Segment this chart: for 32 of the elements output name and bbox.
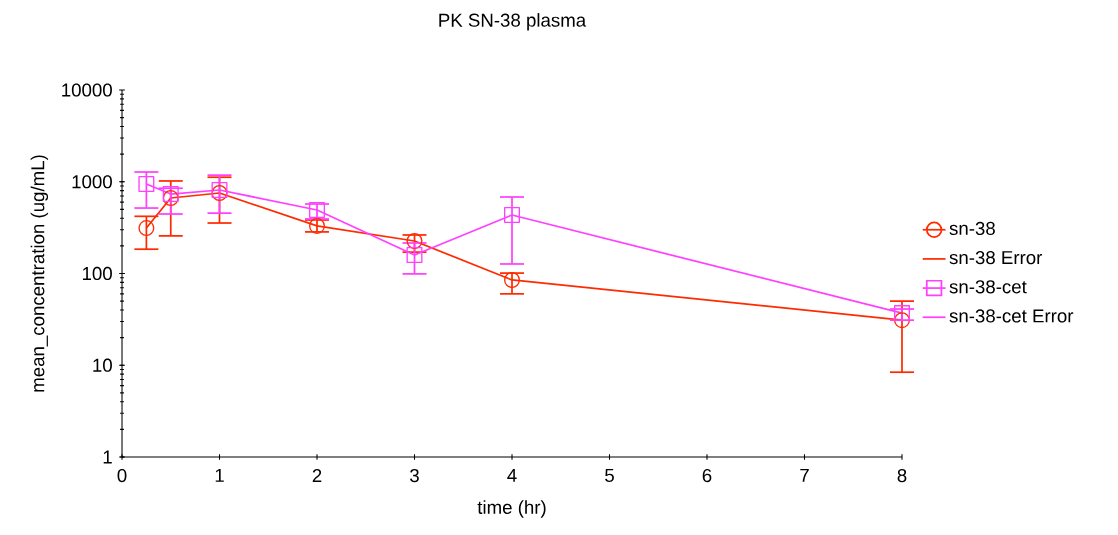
x-tick-label: 4 — [507, 468, 517, 482]
x-tick-label: 8 — [897, 468, 907, 483]
y-tick-label: 100 — [82, 266, 112, 281]
point — [504, 271, 521, 288]
x-tick-label: 1 — [215, 468, 224, 482]
x-tick-label: 3 — [410, 468, 419, 483]
point — [406, 233, 423, 250]
legend-label: sn-38 — [949, 221, 995, 236]
x-tick-label: 6 — [702, 468, 712, 483]
point — [894, 305, 910, 322]
legend-label: sn-38-cet — [949, 280, 1027, 294]
y-axis-title: mean_concentration (ug/mL) — [30, 155, 49, 392]
y-tick-label: 1000 — [72, 175, 112, 189]
point — [309, 202, 326, 219]
point — [406, 247, 423, 264]
point — [504, 207, 521, 224]
text: sn-38-cet Error — [949, 309, 1074, 323]
point — [138, 176, 155, 193]
point — [894, 312, 910, 329]
x-axis-title: time (hr) — [477, 500, 546, 518]
x-tick-label: 0 — [117, 468, 127, 483]
point — [138, 220, 155, 237]
text: sn-38 Error — [949, 250, 1043, 265]
point — [162, 186, 179, 203]
point — [309, 217, 326, 234]
x-tick-label: 7 — [800, 468, 809, 482]
x-tick-label: 2 — [312, 468, 322, 483]
y-tick-label: 1 — [103, 450, 112, 464]
y-tick-label: 10000 — [62, 83, 112, 97]
y-tick-label: 10 — [93, 358, 112, 372]
x-tick-label: 5 — [605, 468, 614, 483]
chart-title: PK SN-38 plasma — [439, 13, 587, 31]
